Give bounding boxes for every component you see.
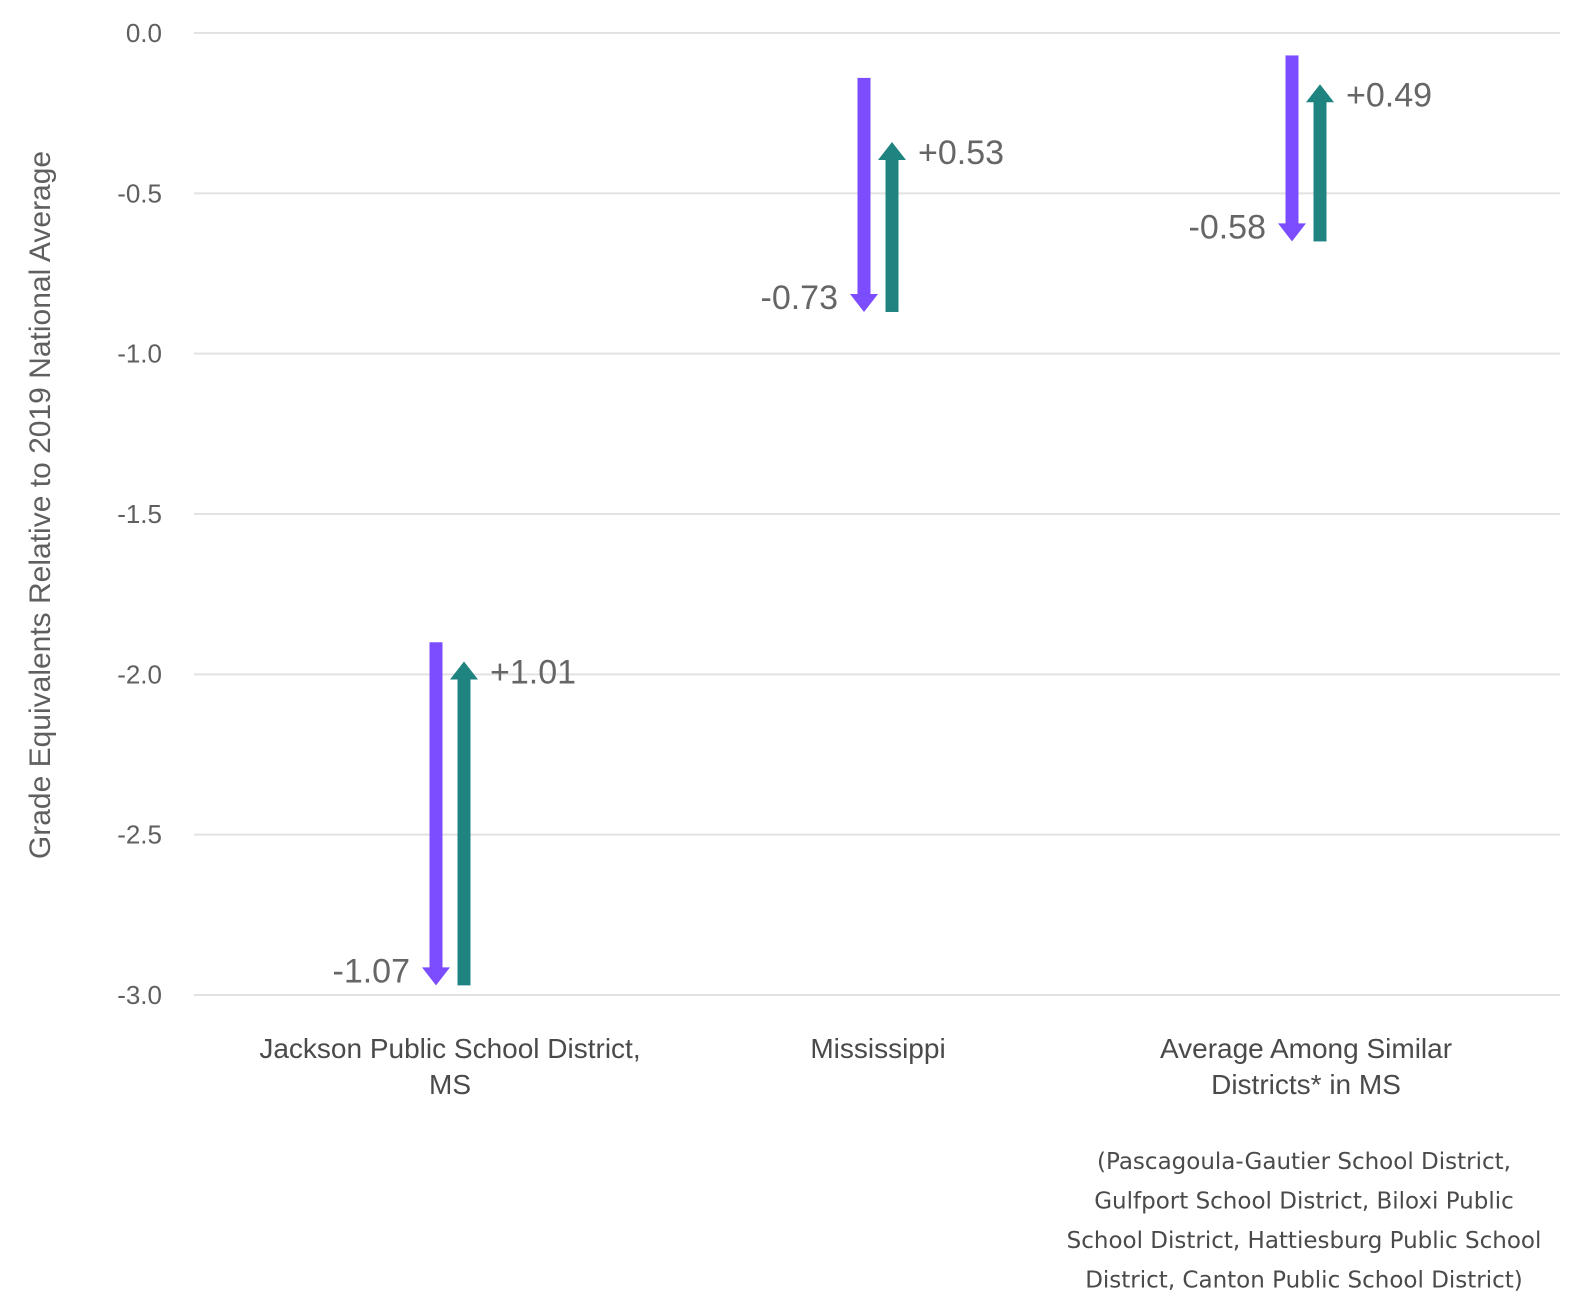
recovery-value-label: +1.01	[490, 654, 576, 692]
y-tick-label: 0.0	[126, 18, 162, 48]
recovery-arrow-head	[450, 661, 478, 680]
decline-arrow-head	[422, 967, 450, 986]
recovery-value-label: +0.53	[918, 134, 1004, 172]
footnote-line: District, Canton Public School District)	[1085, 1268, 1523, 1294]
decline-value-label: -0.73	[761, 279, 839, 317]
decline-arrow-shaft	[857, 77, 871, 295]
category-label: Jackson Public School District,	[259, 1033, 640, 1064]
recovery-arrow-head	[878, 142, 906, 161]
recovery-arrow-shaft	[1313, 101, 1327, 242]
y-tick-labels: 0.0 -0.5 -1.0 -1.5 -2.0 -2.5 -3.0	[117, 18, 162, 1010]
footnote-line: School District, Hattiesburg Public Scho…	[1067, 1228, 1542, 1254]
decline-arrow-head	[850, 293, 878, 312]
recovery-arrow-head	[1306, 84, 1334, 103]
recovery-value-label: +0.49	[1346, 76, 1432, 114]
footnote-line: Gulfport School District, Biloxi Public	[1094, 1189, 1514, 1215]
y-tick-label: -3.0	[117, 980, 162, 1010]
recovery-arrow-shaft	[885, 159, 899, 312]
decline-arrow-head	[1278, 223, 1306, 242]
decline-value-label: -1.07	[333, 952, 411, 990]
decline-arrow-shaft	[1285, 55, 1299, 225]
category-label: Mississippi	[810, 1033, 945, 1064]
footnote-line: (Pascagoula-Gautier School District,	[1097, 1149, 1511, 1175]
y-axis-label: Grade Equivalents Relative to 2019 Natio…	[24, 151, 57, 859]
category-label: MS	[429, 1069, 471, 1100]
category-label: Districts* in MS	[1211, 1069, 1401, 1100]
category-labels: Jackson Public School District, MS Mississ…	[259, 1033, 1452, 1100]
y-tick-label: -2.0	[117, 659, 162, 689]
y-tick-label: -2.5	[117, 820, 162, 850]
arrow-marks: -1.07 +1.01 -0.73 +0.53 -0.58 +0.49	[333, 55, 1432, 990]
category-label: Average Among Similar	[1160, 1033, 1452, 1064]
gridlines	[194, 32, 1560, 996]
y-tick-label: -0.5	[117, 178, 162, 208]
footnote: (Pascagoula-Gautier School District, Gulf…	[1067, 1149, 1542, 1294]
y-tick-label: -1.0	[117, 339, 162, 369]
y-tick-label: -1.5	[117, 499, 162, 529]
decline-arrow-shaft	[429, 642, 443, 969]
decline-value-label: -0.58	[1189, 208, 1267, 246]
recovery-arrow-shaft	[457, 678, 471, 986]
